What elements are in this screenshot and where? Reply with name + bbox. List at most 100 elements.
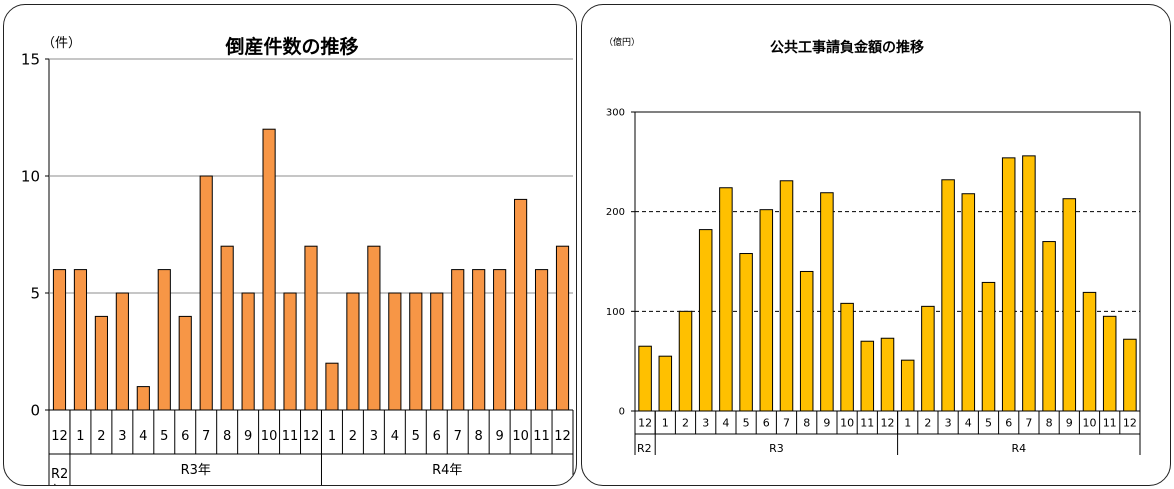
bar — [698, 229, 713, 412]
category-label: 12 — [303, 429, 320, 444]
bar — [493, 269, 507, 411]
category-label: 11 — [1103, 417, 1117, 430]
bar — [241, 292, 255, 411]
category-label: 7 — [783, 417, 790, 430]
category-label: 3 — [702, 417, 709, 430]
year-label: R4 — [1011, 442, 1026, 455]
category-label: 5 — [985, 417, 992, 430]
year-label: R2 — [637, 442, 652, 455]
category-label: 3 — [945, 417, 952, 430]
category-label: 2 — [682, 417, 689, 430]
bar — [367, 245, 381, 411]
category-label: 6 — [1005, 417, 1012, 430]
year-label: R3年 — [181, 463, 211, 478]
category-label: 7 — [1025, 417, 1032, 430]
chart-title: 公共工事請負金額の推移 — [770, 39, 924, 56]
category-label: 4 — [391, 429, 399, 444]
bar — [199, 175, 213, 411]
bar — [325, 362, 339, 411]
category-label: 10 — [1083, 417, 1097, 430]
category-label: 8 — [803, 417, 810, 430]
category-label: 6 — [181, 429, 189, 444]
bar — [534, 269, 549, 411]
bankruptcy-chart-panel: 倒産件数の推移 （件） 0 5 10 15 12 1 2 3 4 5 6 7 8 9 10 11 12 1 2 3 4 5… — [3, 4, 577, 486]
bar — [941, 179, 955, 412]
category-label: 4 — [722, 417, 729, 430]
category-label: 8 — [475, 429, 483, 444]
category-label: 12 — [638, 417, 652, 430]
bar — [1123, 338, 1137, 412]
category-label: 1 — [904, 417, 911, 430]
bar — [555, 245, 570, 411]
bar — [178, 315, 192, 411]
bar — [220, 245, 234, 411]
category-label: 11 — [533, 429, 550, 444]
bar — [430, 292, 444, 411]
category-label: 10 — [512, 429, 529, 444]
category-label: 12 — [881, 417, 895, 430]
category-label: 4 — [965, 417, 972, 430]
category-label: 5 — [743, 417, 750, 430]
bar — [1042, 241, 1056, 412]
bar — [880, 337, 895, 412]
bar — [115, 292, 129, 411]
year-label: R3 — [769, 442, 784, 455]
category-label: 12 — [554, 429, 571, 444]
bar — [472, 269, 486, 411]
category-label: 10 — [840, 417, 854, 430]
construction-chart-panel: 公共工事請負金額の推移 （億円） 0 100 200 300 12 1 2 3 4 5 6 7 8 9 10… — [581, 4, 1171, 486]
category-label: 9 — [244, 429, 252, 444]
y-tick-label: 300 — [606, 108, 625, 119]
category-label: 1 — [76, 429, 84, 444]
y-tick-label: 10 — [21, 167, 40, 185]
bar — [860, 340, 875, 412]
bar — [840, 302, 854, 412]
category-label: 2 — [349, 429, 357, 444]
bar — [262, 128, 276, 411]
y-tick-label: 15 — [21, 50, 40, 68]
bar — [981, 281, 996, 412]
chart-title: 倒産件数の推移 — [224, 35, 358, 58]
category-label: 6 — [763, 417, 770, 430]
bar — [719, 187, 733, 412]
y-tick-label: 0 — [619, 407, 625, 418]
bar — [658, 355, 673, 412]
bar — [304, 245, 318, 411]
bar — [961, 193, 976, 412]
bar — [1082, 291, 1097, 412]
bar — [136, 386, 150, 411]
y-tick-label: 100 — [606, 307, 625, 318]
bar — [1022, 155, 1036, 412]
category-label: 5 — [412, 429, 420, 444]
bar — [94, 315, 108, 411]
category-label: 9 — [823, 417, 830, 430]
bar — [514, 198, 528, 411]
bar — [157, 269, 171, 411]
category-label: 8 — [223, 429, 231, 444]
category-label: 7 — [202, 429, 210, 444]
category-label: 3 — [118, 429, 126, 444]
bar — [52, 269, 67, 411]
bar — [739, 253, 753, 412]
bar — [1062, 198, 1077, 412]
bar — [678, 310, 693, 412]
bar — [1001, 157, 1016, 412]
y-tick-label: 0 — [30, 401, 40, 419]
category-label: 6 — [433, 429, 441, 444]
bar — [921, 305, 935, 412]
bar — [283, 292, 297, 411]
bar — [900, 359, 915, 412]
y-axis-unit-label: （件） — [42, 36, 81, 51]
category-label: 1 — [662, 417, 669, 430]
category-label: 9 — [495, 429, 503, 444]
category-label: 3 — [370, 429, 378, 444]
category-label: 7 — [454, 429, 462, 444]
category-label: 2 — [97, 429, 105, 444]
category-label: 2 — [924, 417, 931, 430]
category-label: 10 — [261, 429, 278, 444]
y-tick-label: 200 — [606, 207, 625, 218]
bar — [388, 292, 402, 411]
bar — [820, 192, 834, 412]
